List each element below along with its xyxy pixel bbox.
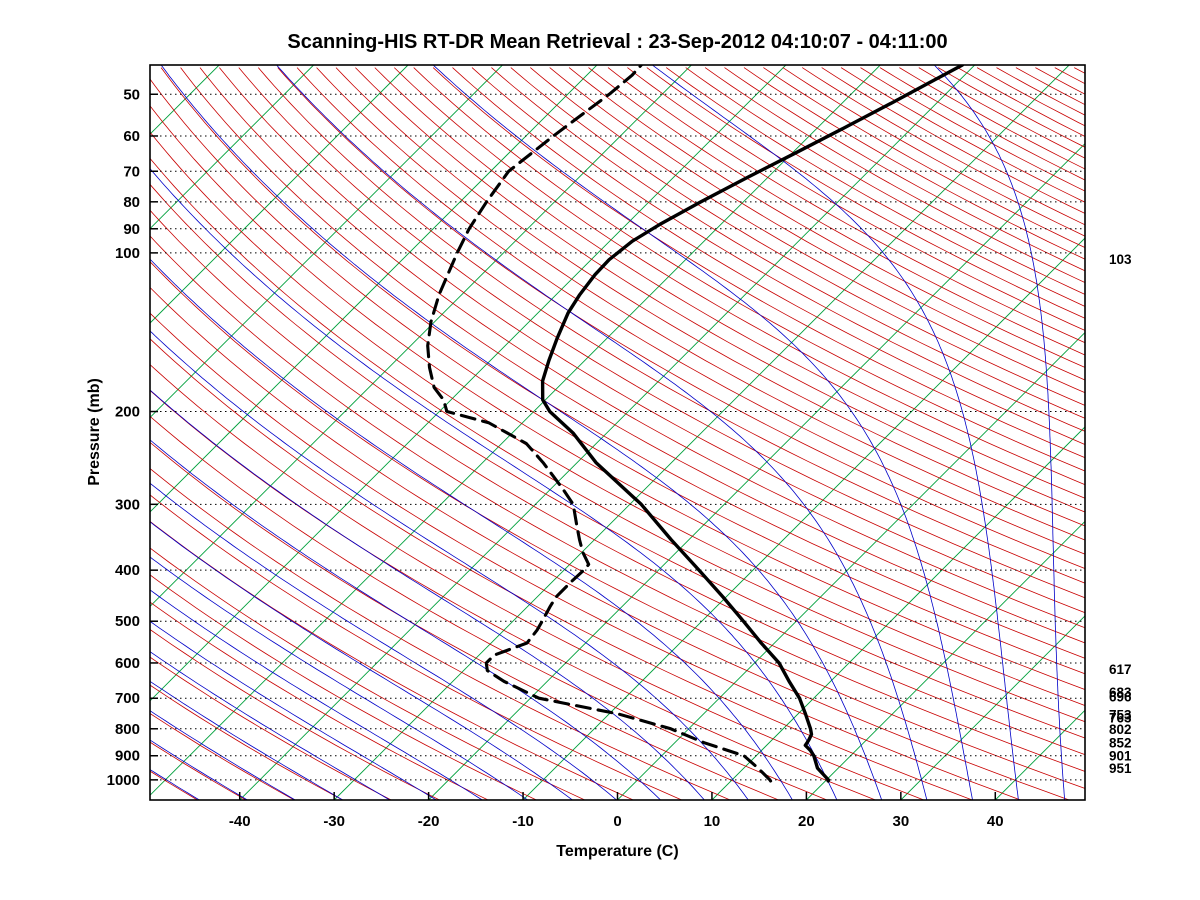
temperature-tick-label: 20 — [798, 813, 815, 830]
y-axis-label: Pressure (mb) — [86, 378, 103, 486]
pressure-tick-label: 600 — [115, 655, 140, 672]
temperature-tick-label: 0 — [613, 813, 621, 830]
pressure-tick-label: 60 — [123, 128, 140, 145]
pressure-tick-label: 80 — [123, 194, 140, 211]
x-axis-label: Temperature (C) — [556, 843, 679, 860]
dry-adiabat-lines — [150, 67, 1085, 800]
axes: 5060708090100200300400500600700800900100… — [107, 86, 1085, 830]
temperature-tick-label: -20 — [418, 813, 440, 830]
pressure-tick-label: 500 — [115, 613, 140, 630]
sounding-profiles — [426, 65, 965, 783]
pressure-tick-label: 100 — [115, 245, 140, 262]
temperature-tick-label: -10 — [512, 813, 534, 830]
pressure-tick-label: 50 — [123, 86, 140, 103]
pressure-tick-label: 400 — [115, 562, 140, 579]
level-pressure-label: 901 — [1109, 748, 1132, 763]
temperature-tick-label: -40 — [229, 813, 251, 830]
skewt-background — [150, 65, 1085, 800]
level-pressure-label: 103 — [1109, 252, 1132, 267]
level-pressure-label: 617 — [1109, 662, 1132, 677]
dewpoint-profile — [426, 65, 773, 783]
level-pressure-label: 763 — [1109, 710, 1132, 725]
pressure-tick-label: 1000 — [107, 772, 140, 789]
pressure-tick-label: 70 — [123, 163, 140, 180]
level-pressure-label: 753 — [1109, 707, 1132, 722]
pressure-tick-label: 800 — [115, 721, 140, 738]
temperature-tick-label: 40 — [987, 813, 1004, 830]
pressure-tick-label: 700 — [115, 690, 140, 707]
chart-title: Scanning-HIS RT-DR Mean Retrieval : 23-S… — [287, 31, 948, 53]
level-pressure-label: 696 — [1109, 689, 1132, 704]
pressure-tick-label: 300 — [115, 496, 140, 513]
isotherm-lines — [150, 65, 1085, 800]
pressure-tick-label: 900 — [115, 748, 140, 765]
temperature-tick-label: -30 — [323, 813, 345, 830]
pressure-tick-label: 200 — [115, 404, 140, 421]
temperature-tick-label: 10 — [704, 813, 721, 830]
level-pressure-label: 683 — [1109, 685, 1132, 700]
plot-frame — [149, 64, 1086, 801]
level-pressure-label: 951 — [1109, 761, 1132, 776]
temperature-profile — [540, 65, 965, 783]
level-pressure-label: 802 — [1109, 722, 1132, 737]
temperature-tick-label: 30 — [892, 813, 909, 830]
pressure-tick-label: 90 — [123, 221, 140, 238]
level-pressure-label: 852 — [1109, 736, 1132, 751]
